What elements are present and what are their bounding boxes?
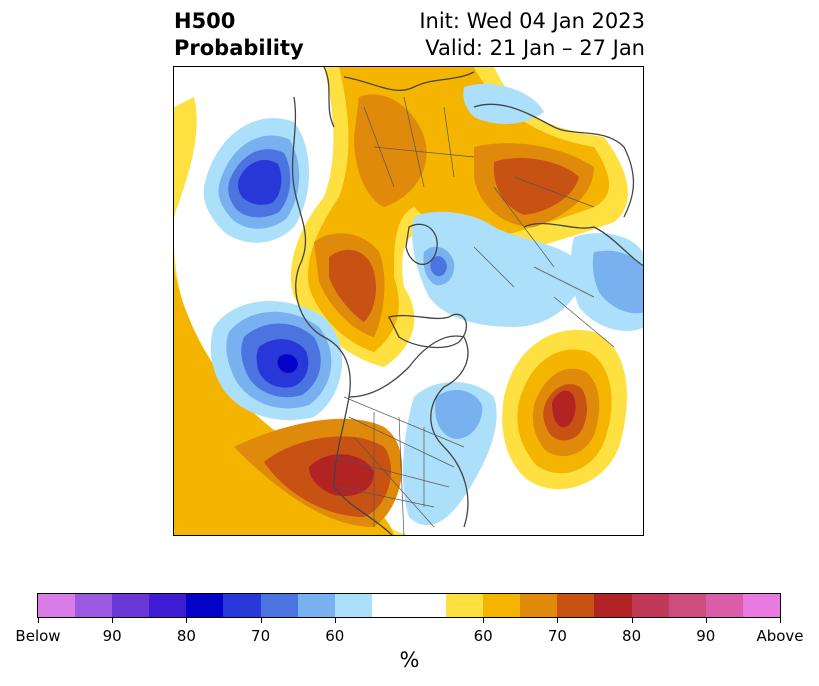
colorbar-segment: [297, 594, 335, 617]
colorbar-tick-label: 90: [102, 627, 122, 645]
colorbar-segment: [186, 594, 224, 617]
colorbar-segment: [38, 594, 76, 617]
above-anomaly-arctic-siberia: [290, 67, 628, 367]
valid-range: Valid: 21 Jan – 27 Jan: [425, 36, 645, 60]
colorbar-segment: [631, 594, 669, 617]
colorbar-tick-label: Below: [15, 627, 61, 645]
colorbar-segment: [557, 594, 595, 617]
colorbar-segment: [371, 594, 409, 617]
colorbar-segment: [334, 594, 372, 617]
colorbar-segment: [594, 594, 632, 617]
coastlines: [291, 67, 643, 535]
colorbar-segment: [112, 594, 150, 617]
colorbar-tick-mark: [186, 618, 188, 623]
above-anomaly-north-atlantic: [502, 329, 627, 490]
colorbar-tick-label: 60: [325, 627, 345, 645]
colorbar-label: %: [399, 648, 420, 672]
colorbar-tick-mark: [705, 618, 707, 623]
init-date: Init: Wed 04 Jan 2023: [419, 9, 645, 33]
colorbar-tick-label: Above: [756, 627, 804, 645]
colorbar-tick-mark: [780, 618, 781, 623]
colorbar-segment: [520, 594, 558, 617]
colorbar-segment: [260, 594, 298, 617]
colorbar-tick-mark: [112, 618, 114, 623]
above-anomaly-western-us: [174, 97, 408, 535]
colorbar-segment: [149, 594, 187, 617]
title-right: Init: Wed 04 Jan 2023 Valid: 21 Jan – 27…: [419, 8, 645, 62]
colorbar-tick-mark: [483, 618, 485, 623]
below-anomaly-gulf-of-alaska: [210, 300, 343, 421]
product-name: Probability: [174, 36, 304, 60]
colorbar-tick-mark: [631, 618, 633, 623]
colorbar-tick-mark: [334, 618, 336, 623]
colorbar-segment: [483, 594, 521, 617]
colorbar-tick-label: 80: [622, 627, 642, 645]
colorbar-tick-label: 70: [547, 627, 567, 645]
colorbar-tick-mark: [557, 618, 559, 623]
colorbar-segment: [742, 594, 780, 617]
below-anomaly-nw-pacific: [203, 118, 309, 243]
colorbar-tick-mark: [260, 618, 262, 623]
below-anomaly-east-siberia: [463, 83, 643, 331]
colorbar-segment: [705, 594, 743, 617]
colorbar-segment: [223, 594, 261, 617]
colorbar-segment: [668, 594, 706, 617]
boundaries: [333, 96, 615, 535]
map-canvas: [174, 67, 643, 535]
colorbar-tick-label: 90: [696, 627, 716, 645]
colorbar-segment: [446, 594, 484, 617]
colorbar-tick-mark: [38, 618, 39, 623]
probability-map: [173, 66, 644, 536]
colorbar: [37, 593, 781, 618]
colorbar-segment: [75, 594, 113, 617]
colorbar-tick-label: 70: [251, 627, 271, 645]
title-left: H500 Probability: [174, 8, 304, 62]
colorbar-tick-label: 60: [473, 627, 493, 645]
colorbar-tick-label: 80: [176, 627, 196, 645]
colorbar-segment: [408, 594, 447, 617]
field-name: H500: [174, 9, 236, 33]
